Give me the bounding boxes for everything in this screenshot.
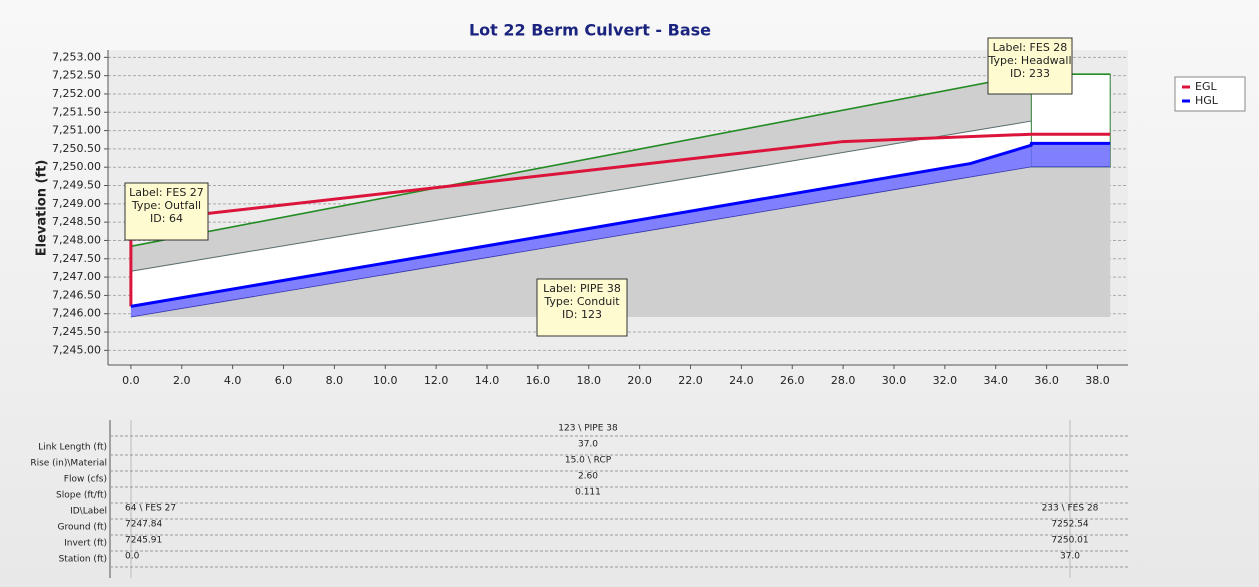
annotation-box xyxy=(124,182,209,241)
row-label: Station (ft) xyxy=(59,555,107,565)
y-tick-label: 7,251.00 xyxy=(52,124,101,137)
link-value: 2.60 xyxy=(578,472,598,482)
annotation-text: ID: 64 xyxy=(150,212,183,225)
invert-line xyxy=(130,166,1111,318)
link-value: 37.0 xyxy=(578,440,598,450)
x-tick-label: 30.0 xyxy=(882,374,907,387)
annotation-text: ID: 233 xyxy=(1010,67,1050,80)
y-tick-label: 7,246.00 xyxy=(52,307,101,320)
node-value: 7247.84 xyxy=(125,520,162,530)
x-tick-label: 38.0 xyxy=(1085,374,1110,387)
x-tick-label: 8.0 xyxy=(326,374,344,387)
link-header: 123 \ PIPE 38 xyxy=(558,424,618,434)
annotation-box xyxy=(987,37,1073,95)
annotation-text: Type: Headwall xyxy=(987,54,1071,67)
y-tick-label: 7,248.00 xyxy=(52,233,101,246)
annotation-text: ID: 123 xyxy=(562,308,602,321)
x-tick-label: 20.0 xyxy=(627,374,652,387)
row-label: Slope (ft/ft) xyxy=(56,491,107,501)
y-tick-label: 7,247.50 xyxy=(52,252,101,265)
annotation-text: Type: Outfall xyxy=(131,199,201,212)
hgl-fill xyxy=(130,143,1111,318)
pipe-crown xyxy=(130,120,1032,272)
y-tick-label: 7,249.50 xyxy=(52,179,101,192)
x-tick-label: 2.0 xyxy=(173,374,191,387)
x-tick-label: 12.0 xyxy=(424,374,449,387)
x-tick-label: 34.0 xyxy=(983,374,1008,387)
annotation-text: Label: PIPE 38 xyxy=(543,282,621,295)
y-tick-label: 7,252.00 xyxy=(52,87,101,100)
node-value: 37.0 xyxy=(1060,552,1080,562)
row-label: Rise (in)\Material xyxy=(30,459,107,469)
series-line xyxy=(130,141,1111,308)
y-tick-label: 7,249.00 xyxy=(52,197,101,210)
link-value: 15.0 \ RCP xyxy=(565,456,612,466)
series-line xyxy=(129,132,1111,307)
x-tick-label: 32.0 xyxy=(933,374,958,387)
annotation-box xyxy=(536,278,628,337)
x-tick-label: 28.0 xyxy=(831,374,856,387)
node-value: 7252.54 xyxy=(1051,520,1088,530)
x-tick-label: 18.0 xyxy=(576,374,601,387)
node-value: 64 \ FES 27 xyxy=(125,504,176,514)
legend-label: EGL xyxy=(1195,80,1217,93)
x-tick-label: 22.0 xyxy=(678,374,703,387)
legend-label: HGL xyxy=(1195,94,1219,107)
y-axis-label: Elevation (ft) xyxy=(35,160,50,257)
node-value: 7250.01 xyxy=(1051,536,1088,546)
y-tick-label: 7,245.50 xyxy=(52,325,101,338)
x-tick-label: 26.0 xyxy=(780,374,805,387)
annotation-text: Label: FES 28 xyxy=(993,41,1068,54)
y-tick-label: 7,247.00 xyxy=(52,270,101,283)
node-value: 0.0 xyxy=(125,552,140,562)
x-tick-label: 0.0 xyxy=(122,374,140,387)
y-tick-label: 7,253.00 xyxy=(52,50,101,63)
chart-title: Lot 22 Berm Culvert - Base xyxy=(469,21,711,40)
x-tick-label: 16.0 xyxy=(526,374,551,387)
x-tick-label: 14.0 xyxy=(475,374,500,387)
profile-table: 123 \ PIPE 38 Link Length (ft) 37.0 Rise (i… xyxy=(30,420,1128,578)
row-label: Flow (cfs) xyxy=(64,475,107,485)
plot: 7,245.00 7,245.50 7,246.00 7,246.50 7,247.00… xyxy=(52,37,1128,387)
y-tick-label: 7,250.50 xyxy=(52,142,101,155)
annotation-text: Label: FES 27 xyxy=(129,186,204,199)
row-label: Ground (ft) xyxy=(57,523,107,533)
row-label: Invert (ft) xyxy=(64,539,107,549)
node-value: 7245.91 xyxy=(125,536,162,546)
y-tick-label: 7,248.50 xyxy=(52,215,101,228)
x-tick-label: 6.0 xyxy=(275,374,293,387)
y-tick-label: 7,250.00 xyxy=(52,160,101,173)
node-value: 233 \ FES 28 xyxy=(1042,504,1099,514)
x-tick-label: 4.0 xyxy=(224,374,242,387)
x-tick-label: 36.0 xyxy=(1034,374,1059,387)
x-tick-label: 10.0 xyxy=(373,374,398,387)
legend-box xyxy=(1174,76,1246,112)
y-tick-label: 7,245.00 xyxy=(52,343,101,356)
y-tick-label: 7,246.50 xyxy=(52,288,101,301)
x-tick-label: 24.0 xyxy=(729,374,754,387)
y-tick-label: 7,252.50 xyxy=(52,69,101,82)
link-value: 0.111 xyxy=(575,488,601,498)
row-label: Link Length (ft) xyxy=(38,443,107,453)
y-tick-label: 7,251.50 xyxy=(52,105,101,118)
row-label: ID\Label xyxy=(70,507,107,517)
annotation-text: Type: Conduit xyxy=(543,295,620,308)
